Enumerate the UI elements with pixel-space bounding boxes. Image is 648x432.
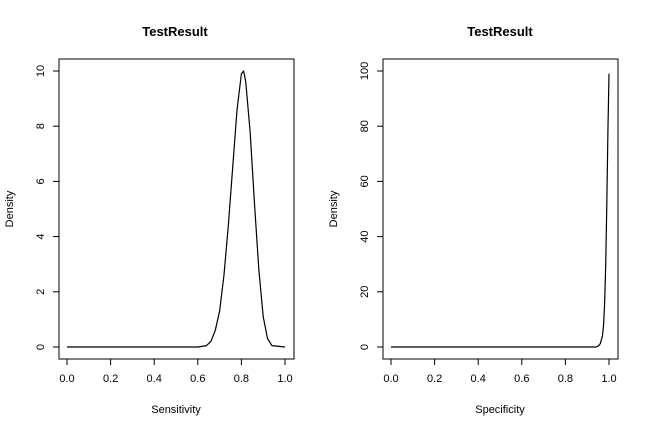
y-axis-label: Density xyxy=(328,190,340,227)
x-tick-label: 0.8 xyxy=(234,373,249,385)
y-tick-label: 40 xyxy=(359,230,371,242)
x-tick-label: 0.8 xyxy=(558,373,573,385)
y-axis: 0 20 40 60 80 100 xyxy=(359,62,384,350)
series-group xyxy=(67,70,286,348)
y-tick-label: 2 xyxy=(35,289,47,295)
x-tick-label: 0.4 xyxy=(471,373,486,385)
y-axis: 0 2 4 6 8 10 xyxy=(35,65,60,350)
y-tick-label: 100 xyxy=(359,62,371,80)
x-axis: 0.0 0.2 0.4 0.6 0.8 1.0 xyxy=(383,358,617,385)
density-curve xyxy=(391,73,610,348)
x-axis-label: Specificity xyxy=(475,404,525,416)
chart-title: TestResult xyxy=(142,24,208,39)
y-axis-label: Density xyxy=(4,190,16,227)
sensitivity-density-plot: TestResult 0.0 0.2 0.4 0.6 0.8 1.0 0 2 4 6 8 10 Se… xyxy=(4,24,295,416)
y-tick-label: 0 xyxy=(359,344,371,350)
y-tick-label: 60 xyxy=(359,175,371,187)
x-axis-label: Sensitivity xyxy=(151,404,201,416)
series-group xyxy=(391,73,610,348)
x-tick-label: 1.0 xyxy=(601,373,616,385)
density-curve xyxy=(67,70,286,348)
y-tick-label: 80 xyxy=(359,120,371,132)
chart-title: TestResult xyxy=(467,24,533,39)
y-tick-label: 4 xyxy=(35,234,47,240)
x-tick-label: 0.2 xyxy=(103,373,118,385)
specificity-density-plot: TestResult 0.0 0.2 0.4 0.6 0.8 1.0 0 20 40 60 80 1… xyxy=(328,24,619,416)
x-axis: 0.0 0.2 0.4 0.6 0.8 1.0 xyxy=(59,358,293,385)
y-tick-label: 0 xyxy=(35,344,47,350)
plot-frame xyxy=(58,58,295,360)
x-tick-label: 0.6 xyxy=(514,373,529,385)
plot-frame xyxy=(382,58,619,360)
y-tick-label: 8 xyxy=(35,123,47,129)
x-tick-label: 0.0 xyxy=(59,373,74,385)
y-tick-label: 20 xyxy=(359,286,371,298)
y-tick-label: 6 xyxy=(35,178,47,184)
x-tick-label: 0.2 xyxy=(427,373,442,385)
x-tick-label: 0.0 xyxy=(383,373,398,385)
x-tick-label: 0.6 xyxy=(190,373,205,385)
x-tick-label: 0.4 xyxy=(147,373,162,385)
x-tick-label: 1.0 xyxy=(277,373,292,385)
y-tick-label: 10 xyxy=(35,65,47,77)
